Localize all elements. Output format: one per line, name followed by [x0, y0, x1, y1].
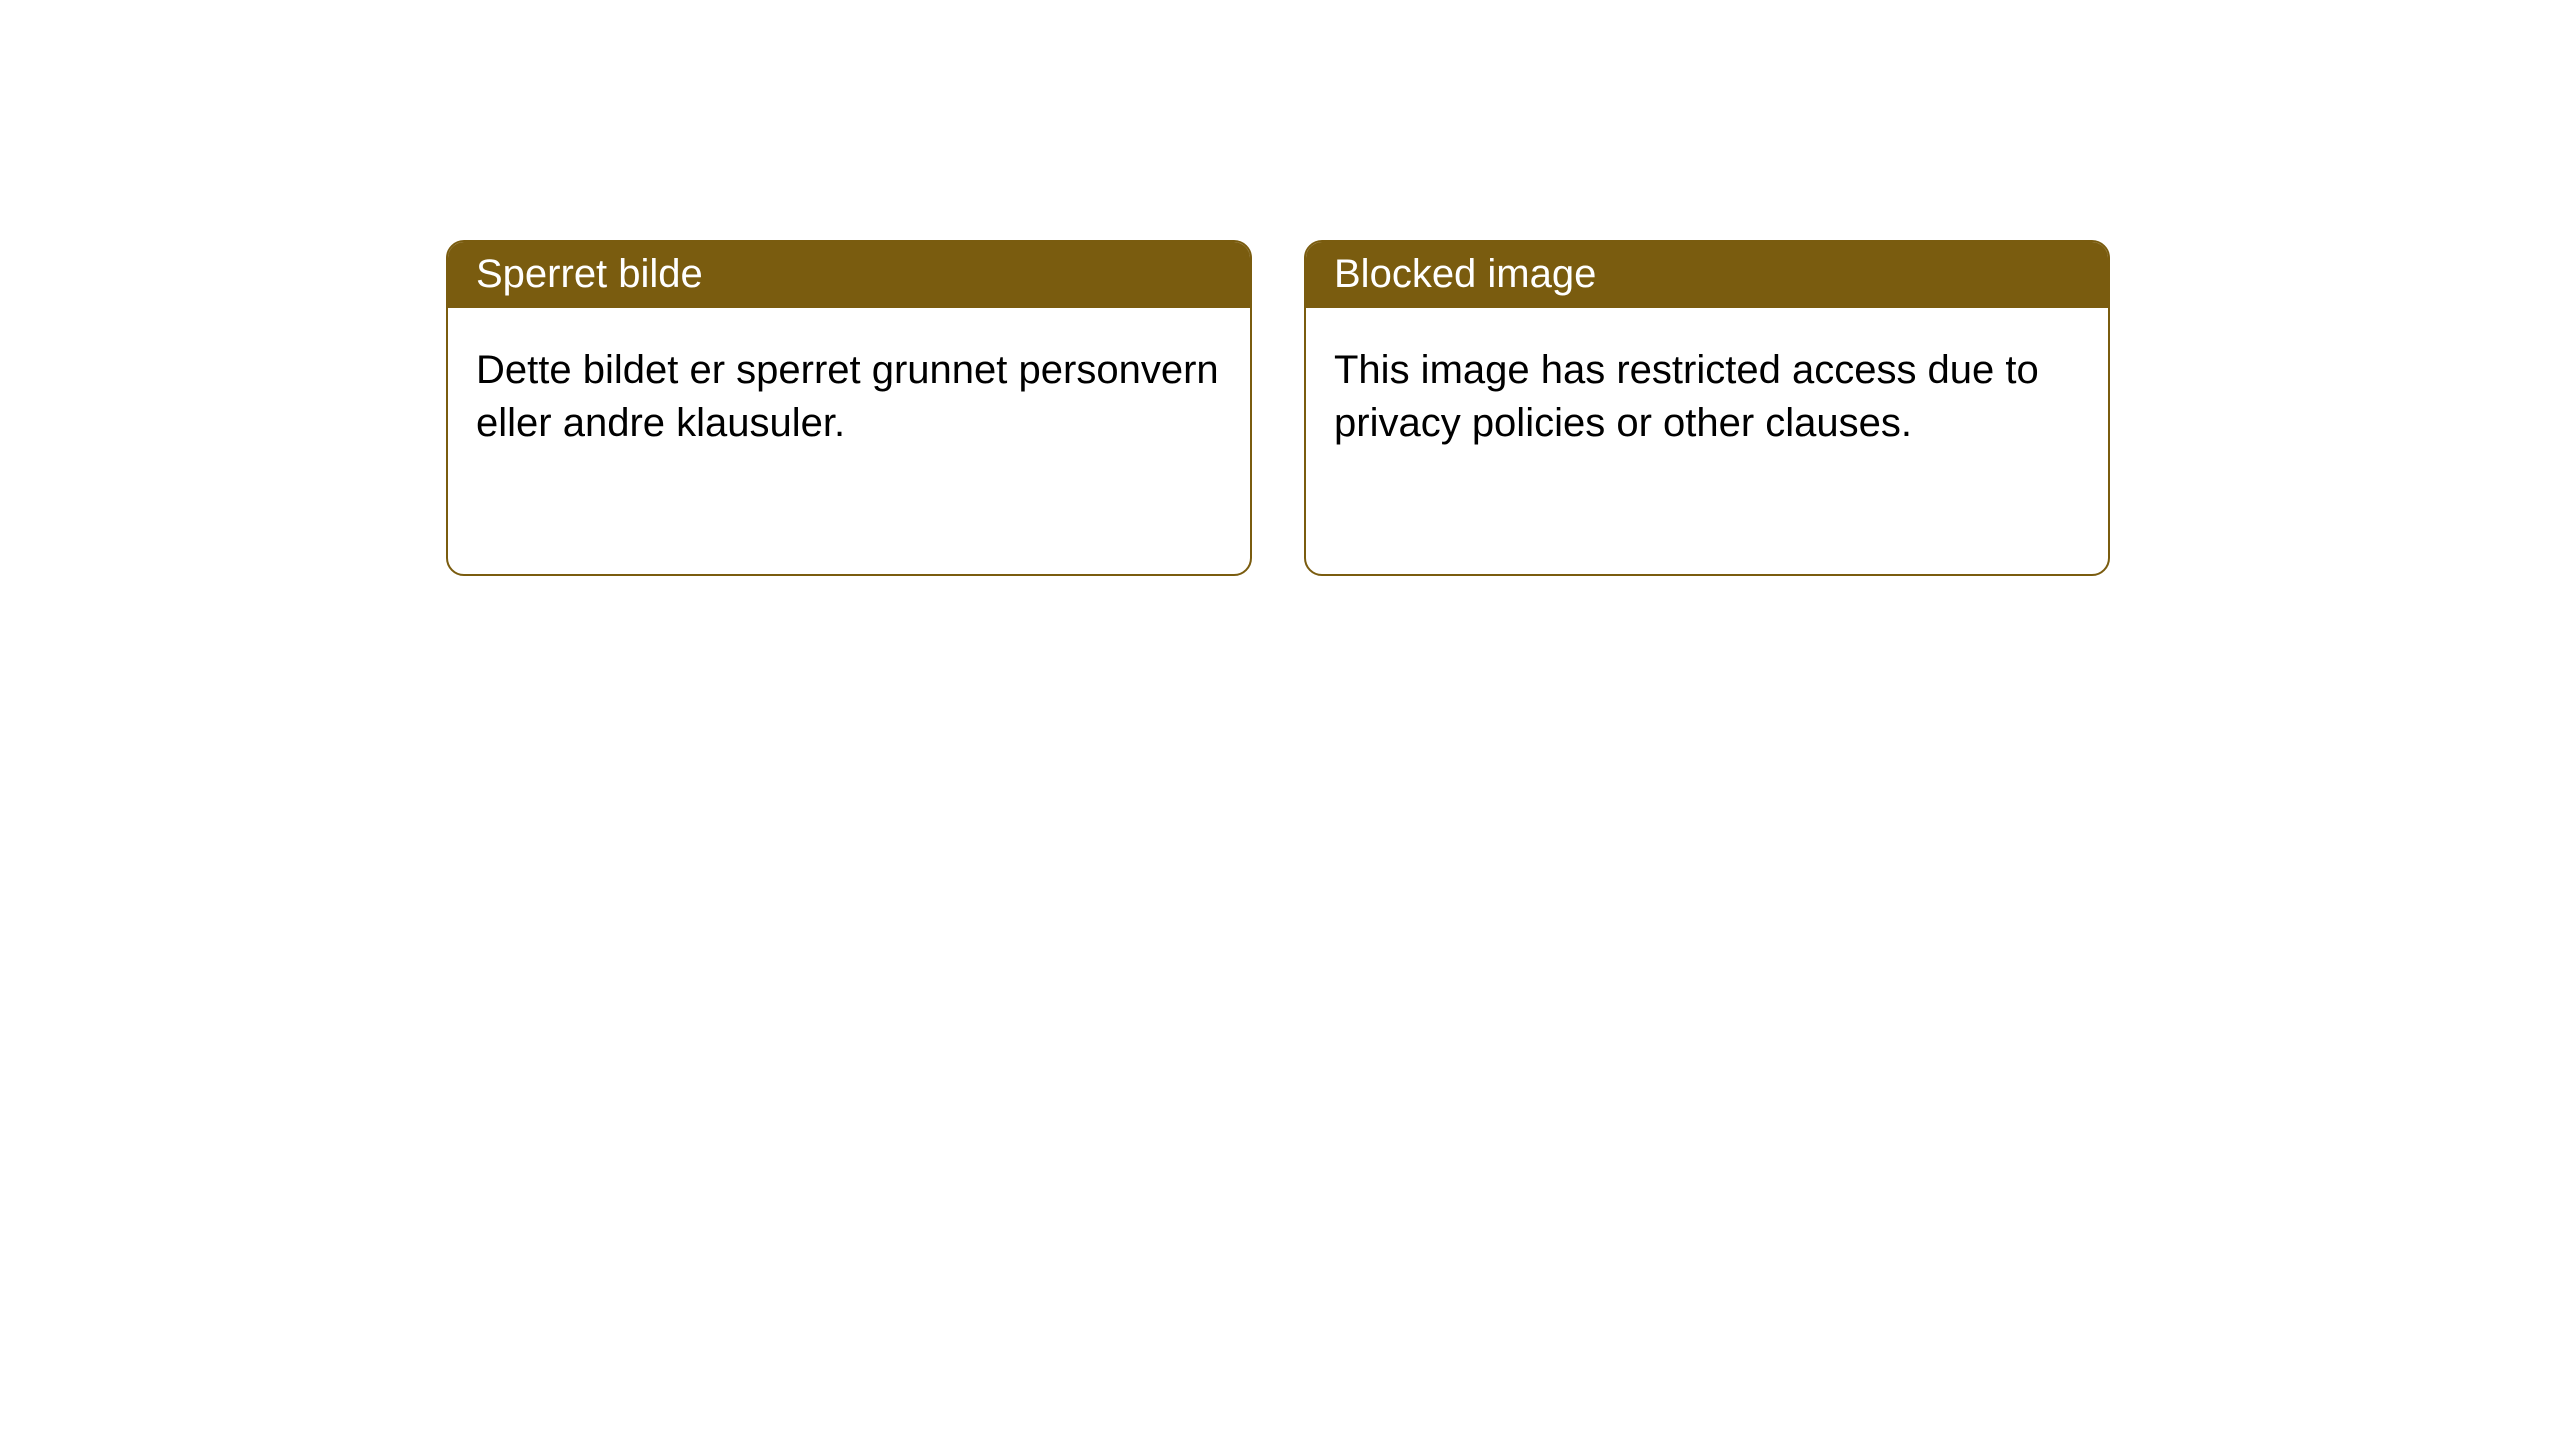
- notice-header: Sperret bilde: [448, 242, 1250, 308]
- notice-body: Dette bildet er sperret grunnet personve…: [448, 308, 1250, 478]
- notice-card-norwegian: Sperret bilde Dette bildet er sperret gr…: [446, 240, 1252, 576]
- notice-container: Sperret bilde Dette bildet er sperret gr…: [0, 0, 2560, 576]
- notice-card-english: Blocked image This image has restricted …: [1304, 240, 2110, 576]
- notice-header: Blocked image: [1306, 242, 2108, 308]
- notice-body: This image has restricted access due to …: [1306, 308, 2108, 478]
